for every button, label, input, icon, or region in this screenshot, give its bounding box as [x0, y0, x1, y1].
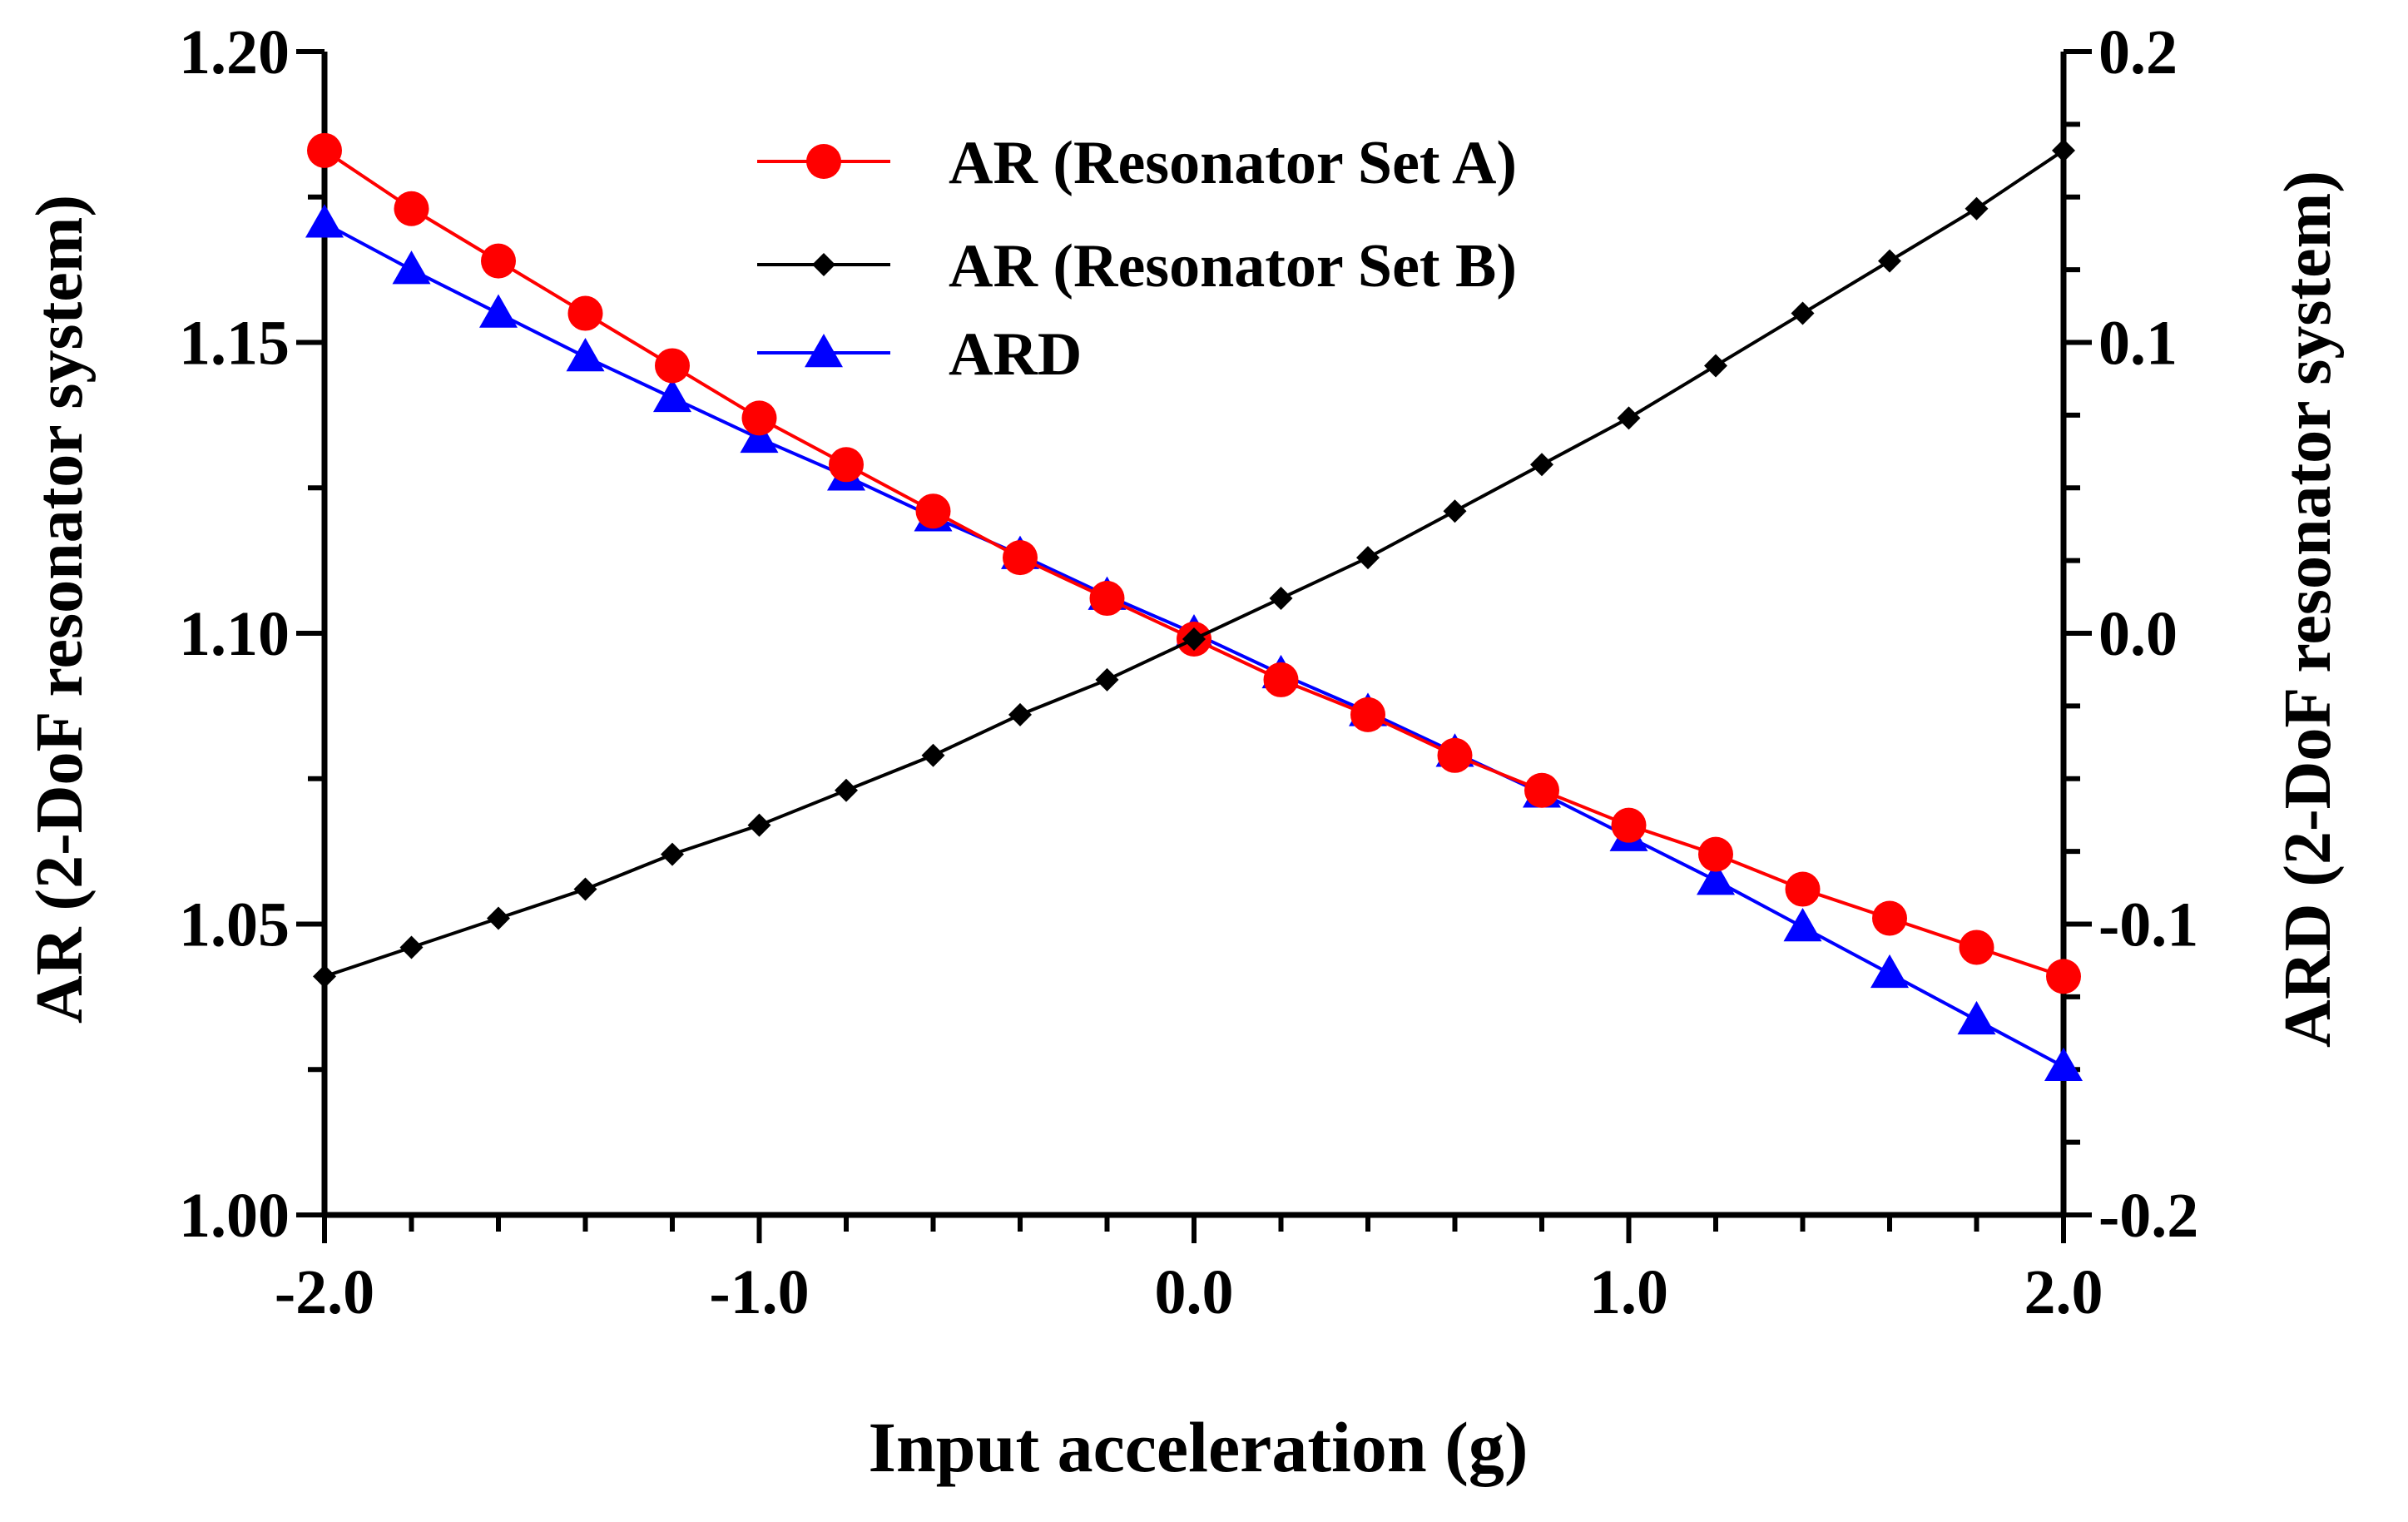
- data-point: [1182, 627, 1206, 651]
- legend-entry: AR (Resonator Set A): [757, 129, 1517, 197]
- legend: AR (Resonator Set A) AR (Resonator Set B)…: [757, 129, 1517, 389]
- x-tick-label: -1.0: [709, 1257, 809, 1327]
- y-tick-label: 1.15: [179, 309, 290, 379]
- x-tick-label: 2.0: [2024, 1257, 2103, 1327]
- data-point: [1611, 807, 1647, 843]
- data-point: [747, 813, 771, 837]
- y-tick-label: 1.05: [179, 890, 290, 960]
- data-point: [2046, 959, 2081, 994]
- data-point: [2052, 138, 2075, 162]
- data-point: [1791, 301, 1815, 325]
- data-point: [1356, 546, 1380, 570]
- data-point: [921, 743, 945, 767]
- data-point: [392, 250, 431, 285]
- data-point: [566, 337, 605, 372]
- x-tick-label: 0.0: [1155, 1257, 1234, 1327]
- y-tick-label: 1.20: [179, 17, 290, 87]
- data-point: [740, 419, 779, 454]
- data-point: [481, 243, 516, 279]
- legend-label: ARD: [949, 320, 1082, 389]
- data-point: [307, 132, 342, 168]
- y2-tick-label: -0.2: [2098, 1181, 2198, 1251]
- data-point: [1698, 836, 1733, 872]
- data-point: [394, 191, 429, 226]
- data-point: [1957, 1000, 1996, 1035]
- data-point: [479, 294, 518, 328]
- data-point: [1965, 196, 1989, 221]
- legend-label: AR (Resonator Set B): [949, 232, 1517, 300]
- data-point: [573, 877, 597, 901]
- data-point: [399, 935, 424, 959]
- data-point: [1263, 662, 1299, 697]
- y2-tick-label: 0.1: [2098, 309, 2178, 379]
- legend-entry: ARD: [757, 320, 1082, 389]
- data-point: [653, 378, 691, 413]
- data-point: [1783, 907, 1822, 942]
- data-point: [829, 447, 864, 483]
- data-point: [1524, 772, 1559, 808]
- data-point: [1008, 702, 1032, 726]
- legend-entry: AR (Resonator Set B): [757, 232, 1517, 300]
- data-point: [1617, 406, 1641, 430]
- y2-tick-label: -0.1: [2098, 890, 2198, 960]
- data-point: [1697, 861, 1735, 895]
- x-tick-label: 1.0: [1589, 1257, 1668, 1327]
- data-point: [915, 493, 951, 529]
- series-2: [313, 138, 2075, 989]
- data-point: [835, 778, 858, 802]
- data-point: [487, 906, 510, 930]
- data-point: [661, 842, 684, 866]
- data-point: [567, 295, 603, 331]
- legend-marker: [806, 144, 841, 179]
- data-point: [1269, 587, 1293, 611]
- y-tick-label: 1.10: [179, 599, 290, 669]
- data-point: [1878, 249, 1901, 273]
- x-axis-label: Input acceleration (g): [869, 1407, 1529, 1487]
- legend-label: AR (Resonator Set A): [949, 129, 1517, 197]
- y-axis-label: AR (2-DoF resonator system): [23, 195, 97, 1024]
- data-point: [655, 348, 690, 384]
- x-tick-label: -2.0: [275, 1257, 374, 1327]
- legend-marker: [812, 253, 835, 276]
- y2-axis-label: ARD (2-DoF resonator system): [2272, 171, 2345, 1048]
- data-point: [305, 204, 344, 238]
- y2-tick-label: 0.0: [2098, 599, 2178, 669]
- data-point: [1443, 499, 1467, 523]
- data-point: [1530, 453, 1553, 477]
- data-point: [1437, 737, 1473, 773]
- data-point: [1959, 930, 1994, 965]
- y2-tick-label: 0.2: [2098, 17, 2178, 87]
- data-point: [1872, 900, 1907, 936]
- data-point: [1003, 540, 1038, 576]
- series-layer: [305, 132, 2083, 1082]
- data-point: [1350, 697, 1385, 732]
- data-point: [741, 400, 777, 436]
- data-point: [1704, 354, 1727, 378]
- data-point: [1095, 667, 1119, 692]
- y-tick-label: 1.00: [179, 1181, 290, 1251]
- data-point: [313, 964, 336, 989]
- data-point: [1870, 954, 1909, 989]
- data-point: [1089, 581, 1125, 617]
- axes: -2.0 -1.0 0.0 1.0 2.0 1.00 1.05 1.10 1.15 1.20 -0.…: [179, 17, 2198, 1327]
- legend-marker: [805, 334, 843, 368]
- data-point: [1785, 871, 1821, 907]
- data-point: [2044, 1047, 2083, 1082]
